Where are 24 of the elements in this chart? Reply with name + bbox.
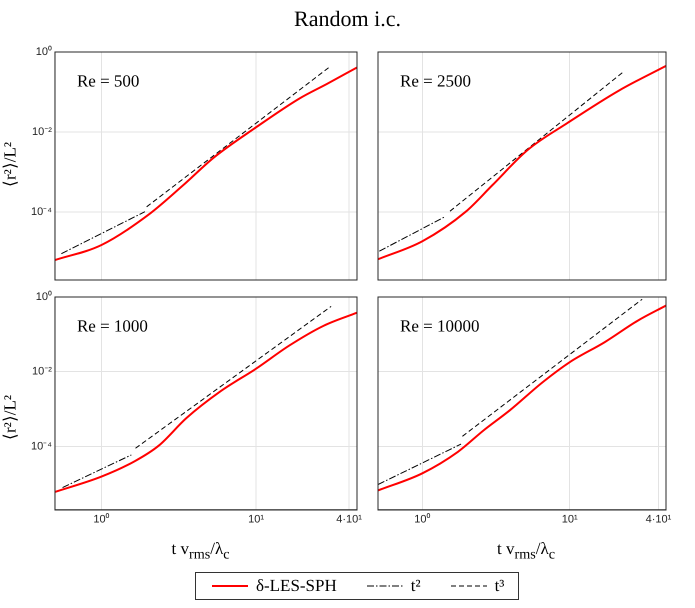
y-tick-label: 10⁻² — [32, 126, 52, 138]
annotation: Re = 2500 — [400, 71, 471, 90]
legend-label: t² — [410, 576, 421, 596]
y-tick-label: 10⁻⁴ — [30, 440, 52, 452]
y-axis-title: ⟨r²⟩/L² — [0, 394, 20, 442]
y-tick-label: 10⁰ — [36, 45, 52, 58]
x-tick-label: 4·10¹ — [646, 513, 672, 526]
chart-title: Random i.c. — [293, 6, 402, 32]
y-tick-label: 10⁰ — [36, 290, 52, 304]
legend-label: t³ — [494, 576, 504, 596]
annotation: Re = 1000 — [76, 316, 148, 336]
x-tick-label: 10¹ — [562, 513, 578, 526]
annotation: Re = 500 — [76, 71, 140, 90]
legend-label: δ-LES-SPH — [256, 576, 337, 596]
y-axis-title: ⟨r²⟩/L² — [0, 141, 20, 189]
y-tick-label: 10⁻² — [32, 366, 52, 378]
y-tick-label: 10⁻⁴ — [30, 206, 52, 218]
x-axis-title: t v$_{rms}$/λ$_{c}$ — [170, 539, 230, 564]
annotation: Re = 10000 — [400, 316, 480, 336]
x-tick-label: 10⁰ — [93, 512, 110, 526]
x-axis-title: t v$_{rms}$/λ$_{c}$ — [496, 539, 556, 564]
x-tick-label: 4·10¹ — [336, 513, 362, 526]
x-tick-label: 10⁰ — [414, 512, 430, 526]
x-tick-label: 10¹ — [248, 513, 264, 526]
